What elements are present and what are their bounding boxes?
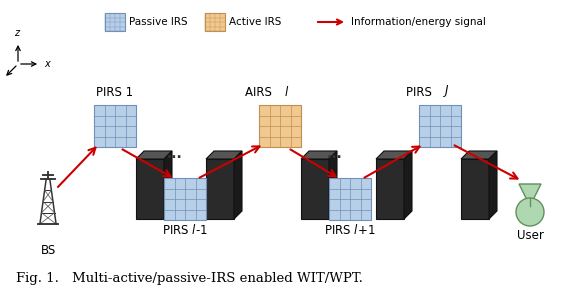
Bar [105, 13, 125, 31]
Bar [419, 105, 461, 147]
Text: PIRS $l$+1: PIRS $l$+1 [324, 223, 376, 237]
Text: $z$: $z$ [14, 28, 22, 38]
Polygon shape [519, 184, 541, 206]
Polygon shape [301, 151, 337, 159]
Polygon shape [329, 151, 337, 219]
Text: User: User [516, 229, 543, 242]
Bar [94, 105, 136, 147]
Bar [329, 178, 371, 220]
Polygon shape [376, 151, 412, 159]
Text: $l$: $l$ [284, 85, 289, 99]
Text: $x$: $x$ [44, 59, 52, 69]
Text: Information/energy signal: Information/energy signal [351, 17, 486, 27]
Polygon shape [206, 151, 242, 159]
Bar [461, 159, 489, 219]
Text: $J$: $J$ [443, 83, 450, 99]
Bar [164, 178, 206, 220]
Text: Passive IRS: Passive IRS [129, 17, 188, 27]
Bar [376, 159, 404, 219]
Bar [259, 105, 301, 147]
Bar [301, 159, 329, 219]
Bar [206, 159, 234, 219]
Text: PIRS: PIRS [406, 86, 436, 99]
Text: ...: ... [167, 148, 183, 161]
Polygon shape [489, 151, 497, 219]
Text: PIRS 1: PIRS 1 [96, 86, 133, 99]
Text: PIRS $l$-1: PIRS $l$-1 [162, 223, 208, 237]
Text: Active IRS: Active IRS [229, 17, 282, 27]
Polygon shape [461, 151, 497, 159]
Text: $y$: $y$ [0, 81, 1, 93]
Polygon shape [164, 151, 172, 219]
Bar [205, 13, 225, 31]
Polygon shape [136, 151, 172, 159]
Text: Fig. 1. Multi-active/passive-IRS enabled WIT/WPT.: Fig. 1. Multi-active/passive-IRS enabled… [16, 272, 363, 285]
Text: ...: ... [327, 148, 343, 161]
Text: AIRS: AIRS [245, 86, 276, 99]
Ellipse shape [516, 198, 544, 226]
Bar [136, 159, 164, 219]
Text: BS: BS [40, 244, 56, 257]
Polygon shape [234, 151, 242, 219]
Polygon shape [404, 151, 412, 219]
